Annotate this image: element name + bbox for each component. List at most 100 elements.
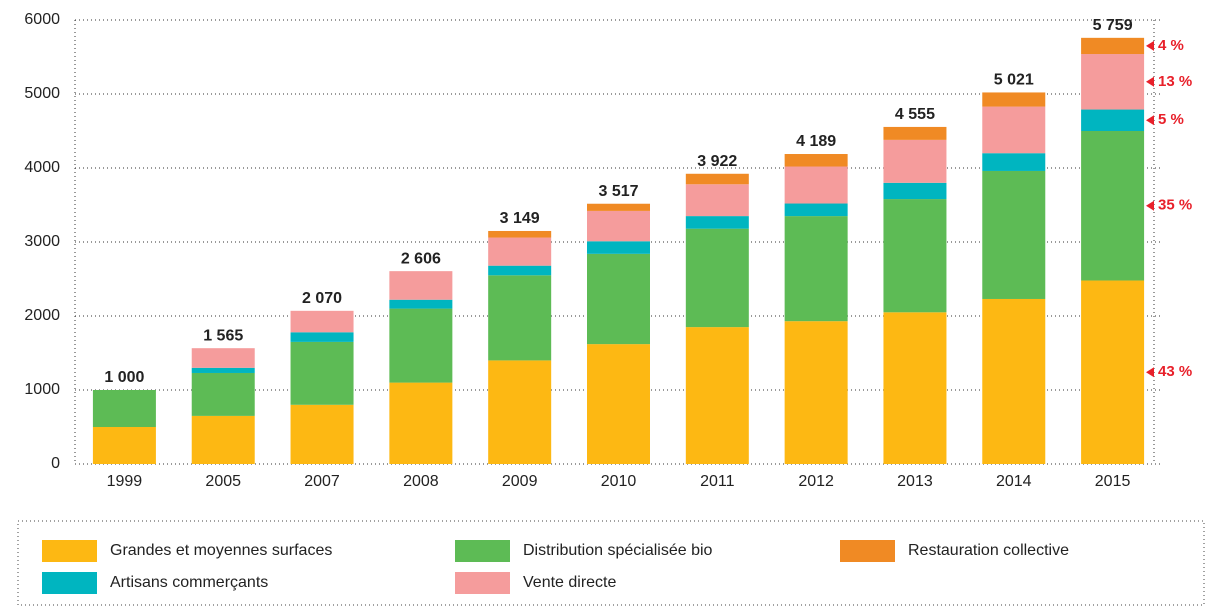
share-arrow xyxy=(1146,115,1154,126)
legend-swatch xyxy=(455,572,510,594)
total-label: 2 606 xyxy=(401,250,441,267)
bar-segment xyxy=(488,237,552,266)
bar-segment xyxy=(488,360,552,464)
bar-segment xyxy=(1081,280,1145,464)
bar-segment xyxy=(92,390,156,427)
share-arrow xyxy=(1146,76,1154,87)
legend-swatch xyxy=(840,540,895,562)
x-tick-label: 1999 xyxy=(107,473,143,490)
bar-segment xyxy=(587,253,650,345)
share-label: 4 % xyxy=(1158,37,1184,54)
total-label: 1 000 xyxy=(104,369,144,386)
x-tick-label: 2009 xyxy=(502,473,538,490)
bar-segment xyxy=(685,184,749,217)
bar-segment xyxy=(982,153,1046,171)
bar-segment xyxy=(982,170,1046,299)
bar-segment xyxy=(389,271,453,300)
total-label: 4 189 xyxy=(796,133,836,150)
legend-swatch xyxy=(42,540,97,562)
bar-segment xyxy=(883,126,947,140)
bar-segment xyxy=(290,341,354,405)
bar-segment xyxy=(488,230,552,238)
bar-segment xyxy=(1081,54,1145,110)
bar-segment xyxy=(784,216,848,322)
share-label: 43 % xyxy=(1158,363,1192,380)
x-tick-label: 2005 xyxy=(205,473,241,490)
bar-segment xyxy=(982,298,1046,464)
bar-segment xyxy=(685,228,749,328)
bar-segment xyxy=(191,372,255,416)
total-label: 5 021 xyxy=(994,72,1034,89)
bar-segment xyxy=(883,199,947,313)
bar-segment xyxy=(488,265,552,276)
total-label: 3 517 xyxy=(598,183,638,200)
total-label: 5 759 xyxy=(1093,17,1133,34)
bar-segment xyxy=(784,166,848,204)
bar-segment xyxy=(685,216,749,229)
bar-segment xyxy=(488,275,552,361)
x-tick-label: 2007 xyxy=(304,473,340,490)
legend-label: Restauration collective xyxy=(908,542,1069,559)
bar-segment xyxy=(191,415,255,464)
bar-segment xyxy=(290,332,354,342)
share-label: 35 % xyxy=(1158,197,1192,214)
share-label: 13 % xyxy=(1158,73,1192,90)
bar-segment xyxy=(587,210,650,242)
bar-segment xyxy=(290,310,354,333)
bar-segment xyxy=(587,344,650,464)
total-label: 1 565 xyxy=(203,327,243,344)
x-tick-label: 2008 xyxy=(403,473,439,490)
x-tick-label: 2014 xyxy=(996,473,1032,490)
bar-segment xyxy=(1081,37,1145,55)
x-tick-label: 2011 xyxy=(700,473,735,490)
bar-segment xyxy=(587,203,650,211)
bar-segment xyxy=(191,348,255,368)
y-tick-label: 4000 xyxy=(24,159,60,176)
y-tick-label: 1000 xyxy=(24,381,60,398)
total-label: 2 070 xyxy=(302,290,342,307)
legend-label: Vente directe xyxy=(523,574,617,591)
bar-segment xyxy=(883,312,947,464)
y-tick-label: 3000 xyxy=(24,233,60,250)
bar-segment xyxy=(389,308,453,383)
total-label: 3 922 xyxy=(697,153,737,170)
bar-segment xyxy=(784,154,848,167)
x-tick-label: 2013 xyxy=(897,473,933,490)
legend-label: Distribution spécialisée bio xyxy=(523,542,713,559)
bar-segment xyxy=(685,173,749,185)
bar-segment xyxy=(784,203,848,217)
bar-segment xyxy=(982,92,1046,107)
bar-segment xyxy=(389,382,453,464)
x-tick-label: 2012 xyxy=(798,473,834,490)
bar-segment xyxy=(290,404,354,464)
share-label: 5 % xyxy=(1158,111,1184,128)
legend-swatch xyxy=(455,540,510,562)
share-arrow xyxy=(1146,200,1154,211)
x-tick-label: 2015 xyxy=(1095,473,1131,490)
total-label: 3 149 xyxy=(500,210,540,227)
bar-segment xyxy=(883,182,947,200)
bar-segment xyxy=(191,367,255,373)
share-arrow xyxy=(1146,40,1154,51)
bar-segment xyxy=(982,106,1046,154)
total-label: 4 555 xyxy=(895,106,935,123)
legend-label: Artisans commerçants xyxy=(110,574,268,591)
legend-label: Grandes et moyennes surfaces xyxy=(110,542,332,559)
y-tick-label: 6000 xyxy=(24,11,60,28)
y-tick-label: 2000 xyxy=(24,307,60,324)
bar-segment xyxy=(1081,131,1145,281)
share-arrow xyxy=(1146,367,1154,378)
y-tick-label: 0 xyxy=(51,455,60,472)
bar-segment xyxy=(92,427,156,464)
bar-segment xyxy=(685,327,749,464)
bar-segment xyxy=(1081,109,1145,131)
bar-segment xyxy=(587,241,650,254)
x-tick-label: 2010 xyxy=(601,473,637,490)
y-tick-label: 5000 xyxy=(24,85,60,102)
bar-segment xyxy=(883,139,947,183)
legend-swatch xyxy=(42,572,97,594)
bar-segment xyxy=(389,299,453,309)
legend-box xyxy=(17,520,1205,606)
bar-segment xyxy=(784,321,848,464)
